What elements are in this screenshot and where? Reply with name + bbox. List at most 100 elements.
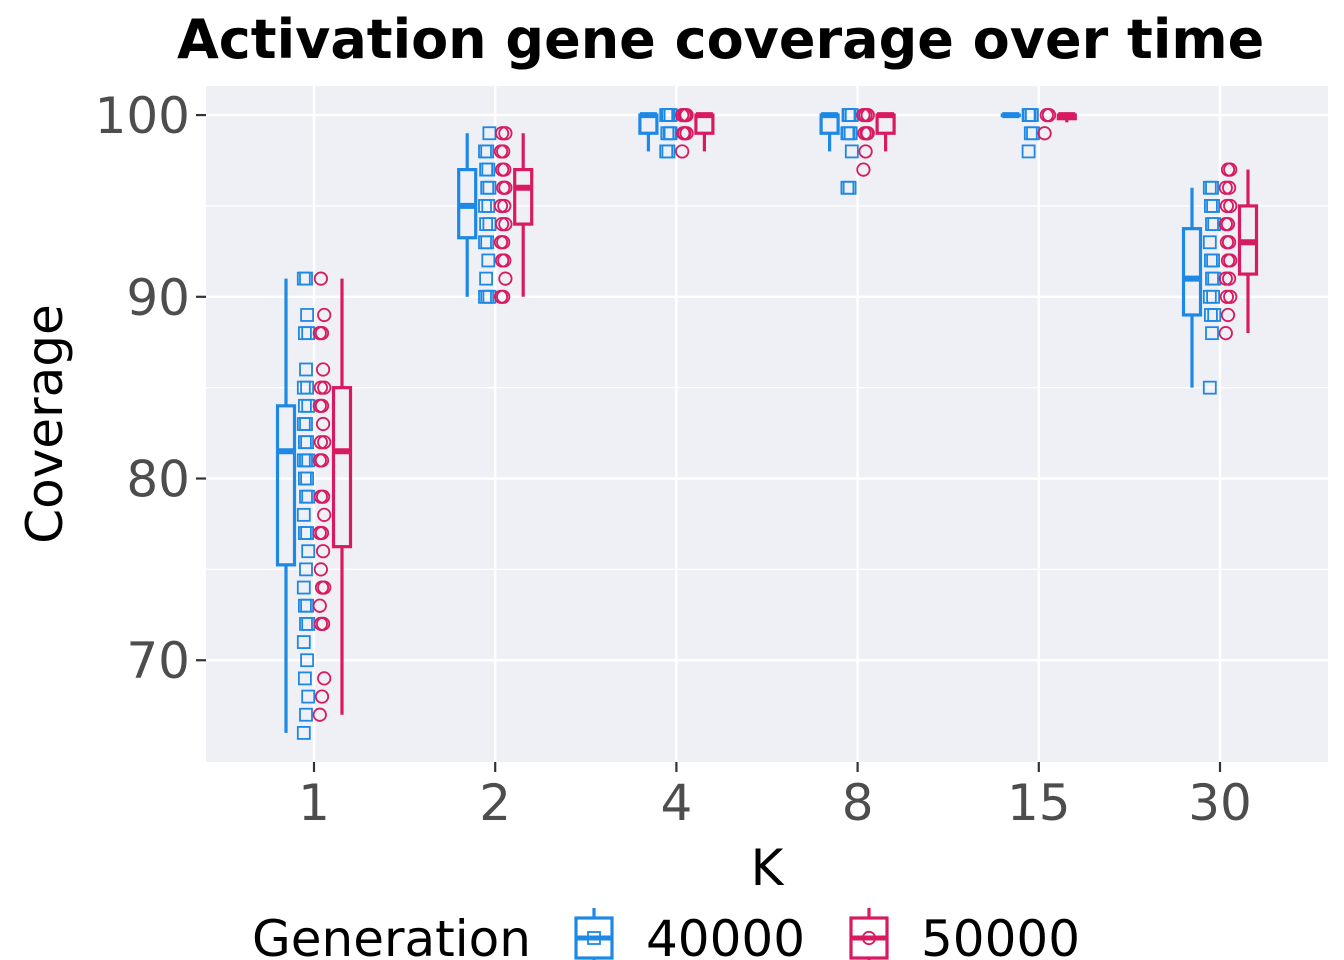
legend-key-marker [861,930,877,946]
data-point [317,580,332,595]
points-40000-k2 [478,126,497,304]
data-point [1219,198,1235,214]
box-body [331,386,353,549]
data-point [479,217,494,232]
y-tick-label: 90 [126,269,190,327]
data-point [315,416,331,432]
box-body [1181,227,1203,317]
box-40000-k30 [1181,187,1203,388]
box-marks [275,107,1259,740]
data-point [313,435,328,450]
data-point [301,544,316,559]
data-point [660,108,675,122]
legend-title: Generation [252,910,531,960]
data-point [1021,108,1036,122]
data-point [480,144,495,159]
data-point [1220,217,1236,232]
data-point [315,616,331,631]
data-point [856,162,871,177]
x-tick-label: 4 [660,774,692,832]
data-point [840,126,855,141]
data-point [478,199,492,213]
data-point [675,144,690,159]
data-point [1220,307,1236,323]
data-point [296,635,311,649]
box-50000-k4 [694,112,715,152]
data-point [1219,289,1235,304]
box-50000-k2 [513,133,534,297]
legend: Generation 40000 50000 [252,908,1080,960]
data-point [300,435,315,450]
chart-title: Activation gene coverage over time [177,8,1264,71]
legend-key-50000 [849,908,889,960]
data-point [299,362,313,377]
data-point [859,126,874,141]
box-50000-k15 [1056,112,1077,123]
data-point [498,180,513,195]
box-50000-k30 [1237,169,1259,334]
data-point [313,562,328,577]
points-50000-k8 [856,107,875,177]
data-point [315,544,331,559]
points-40000-k4 [659,108,678,159]
data-point [498,271,513,286]
data-point [317,671,332,686]
data-point [676,126,691,141]
legend-label-50000: 50000 [921,910,1080,960]
y-tick-label: 100 [95,87,190,145]
x-axis-title: K [751,839,785,897]
data-point [479,271,494,286]
legend-label-40000: 40000 [646,910,805,960]
data-point [297,326,312,341]
box-50000-k1 [331,278,353,715]
data-point [1218,271,1233,286]
data-point [1223,253,1238,268]
data-point [1204,308,1218,322]
data-point [296,380,311,395]
data-point [481,253,496,268]
data-point [1205,180,1219,195]
y-axis: 70 80 90 100 [95,87,206,690]
data-point [301,689,316,704]
data-point [1202,235,1217,250]
box-40000-k8 [819,112,840,152]
data-point [1222,235,1237,250]
data-point [314,453,330,468]
data-point [300,471,315,486]
data-point [497,253,512,268]
data-point [496,235,511,250]
data-point [480,235,495,250]
x-tick-label: 1 [298,774,330,832]
data-point [312,598,327,613]
data-point [844,144,859,159]
x-axis: 1 2 4 8 15 30 [298,762,1252,832]
data-point [1037,126,1052,141]
y-tick-label: 80 [126,451,190,509]
data-point [662,126,677,141]
data-point [296,580,311,595]
box-50000-k8 [875,112,896,152]
gridlines [206,86,1328,762]
data-point [1206,253,1220,268]
data-point [299,417,313,431]
x-tick-label: 8 [842,774,874,832]
box-40000-k1 [275,278,297,733]
data-point [299,707,313,722]
box-40000-k2 [457,133,478,297]
data-point [1205,326,1219,341]
data-point [858,144,873,159]
data-point [661,144,676,159]
data-point [481,162,496,177]
data-point [1202,289,1217,304]
data-point [496,289,511,304]
points-50000-k30 [1218,162,1238,341]
x-tick-label: 15 [1007,774,1071,832]
legend-key-marker [587,931,601,945]
data-point [300,653,315,668]
data-point [312,707,327,722]
data-point [482,180,497,195]
data-point [297,398,312,413]
data-point [315,489,331,504]
data-point [1218,326,1233,341]
